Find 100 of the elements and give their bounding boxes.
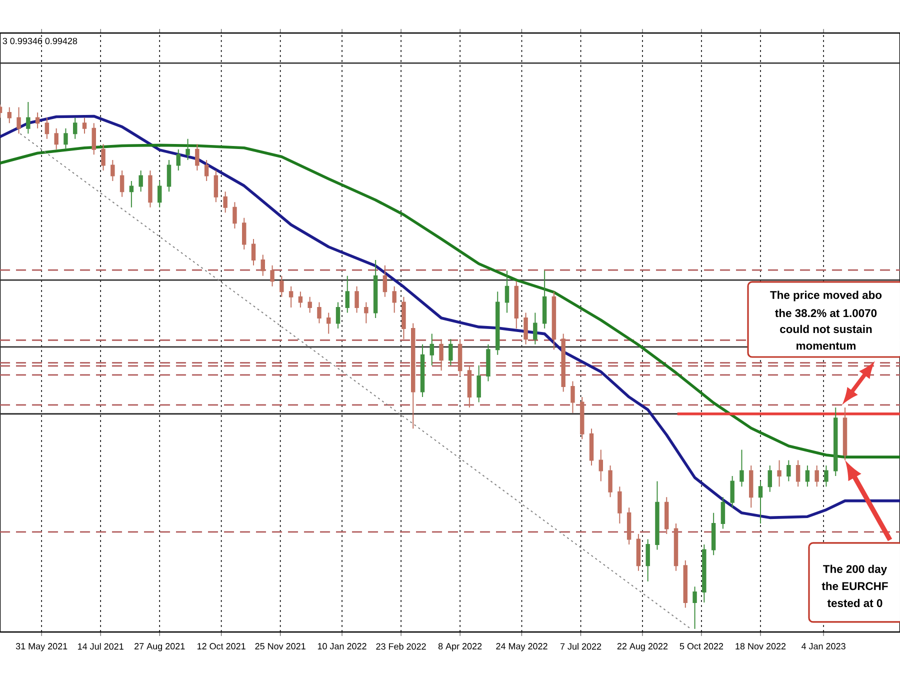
candlestick — [166, 159, 172, 192]
candlestick — [749, 465, 754, 508]
candlestick — [430, 333, 434, 366]
candlestick — [655, 480, 660, 550]
candlestick — [805, 465, 810, 488]
candlestick — [542, 270, 547, 330]
candlestick — [730, 476, 734, 508]
candlestick — [64, 128, 68, 150]
x-tick-label: 23 Feb 2022 — [376, 643, 426, 650]
candlestick — [411, 322, 416, 430]
candlestick — [186, 138, 190, 160]
candlestick — [54, 128, 58, 150]
candlestick — [570, 380, 575, 414]
x-tick-label: 10 Jan 2022 — [318, 643, 366, 650]
candlestick — [486, 344, 490, 382]
annotation: The price moved abo — [770, 290, 882, 302]
candlestick — [598, 449, 604, 482]
candlestick — [382, 264, 388, 298]
candlestick — [758, 480, 763, 524]
candlestick — [242, 217, 246, 250]
candlestick — [608, 465, 612, 498]
candlestick — [16, 106, 21, 134]
candlestick — [524, 312, 528, 345]
x-tick-label: 4 Jan 2023 — [801, 643, 846, 650]
x-tick-label: 24 May 2022 — [496, 643, 548, 652]
candlestick — [270, 264, 274, 287]
x-tick-label: 8 Apr 2022 — [438, 643, 482, 652]
candlestick — [448, 338, 453, 366]
candlestick — [129, 180, 134, 208]
candlestick — [420, 344, 425, 398]
candlestick — [740, 449, 744, 488]
candlestick — [176, 148, 181, 171]
candlestick — [251, 238, 256, 266]
x-tick-label: 12 Oct 2021 — [197, 643, 246, 650]
annotation: the 38.2% at 1.0070 — [775, 308, 877, 318]
candlestick — [711, 512, 716, 556]
candlestick — [842, 407, 848, 461]
candlestick — [345, 275, 350, 314]
candlestick — [720, 496, 726, 530]
candlestick — [204, 159, 209, 182]
x-tick-label: 18 Nov 2022 — [736, 643, 786, 650]
candlestick — [288, 286, 294, 308]
candlestick — [702, 544, 706, 603]
candlestick — [618, 486, 622, 524]
candlestick — [561, 333, 566, 392]
candlestick — [364, 302, 368, 324]
text: 3 0.99346 0.99428 — [2, 38, 78, 44]
annotation: tested at 0 — [827, 598, 882, 608]
x-tick-label: 31 May 2021 — [16, 643, 68, 652]
candlestick — [7, 106, 12, 124]
candlestick — [533, 312, 538, 345]
annotation: the EURCHF — [822, 582, 888, 590]
candlestick — [777, 460, 782, 488]
candlestick — [158, 180, 162, 208]
candlestick — [308, 296, 312, 314]
candlestick — [514, 280, 519, 330]
candlestick — [326, 312, 331, 334]
candlestick — [138, 170, 143, 192]
candlestick — [768, 465, 772, 492]
candlestick — [504, 270, 510, 314]
x-tick-label: 22 Aug 2022 — [617, 643, 668, 652]
candlestick — [44, 117, 50, 140]
candlestick — [646, 538, 650, 582]
annotation: could not sustain — [780, 324, 872, 334]
candlestick — [73, 117, 78, 140]
candlestick — [402, 296, 406, 340]
candlestick — [439, 338, 444, 372]
candlestick — [195, 144, 200, 171]
candlestick — [824, 465, 828, 488]
candlestick — [35, 112, 40, 129]
x-tick-label: 5 Oct 2022 — [680, 643, 724, 650]
candlestick — [214, 170, 218, 203]
candlestick — [336, 302, 340, 330]
candlestick — [26, 102, 30, 134]
candlestick — [280, 275, 284, 298]
candlestick — [392, 286, 396, 314]
candlestick — [101, 144, 106, 171]
candlestick — [796, 460, 800, 488]
candlestick — [476, 364, 481, 403]
annotation: momentum — [796, 342, 856, 350]
candlestick — [373, 260, 378, 318]
candlestick — [110, 159, 115, 182]
candlestick — [814, 465, 819, 488]
candlestick — [298, 291, 303, 308]
candlestick — [354, 286, 359, 314]
candlestick — [92, 122, 96, 156]
candlestick — [232, 202, 237, 229]
annotation: The 200 day — [823, 564, 887, 576]
candlestick — [148, 170, 152, 208]
candlestick — [786, 460, 791, 482]
x-tick-label: 25 Nov 2021 — [255, 643, 306, 650]
candlestick — [626, 507, 632, 546]
x-tick-label: 14 Jul 2021 — [78, 643, 124, 650]
candlestick — [223, 191, 228, 214]
candlestick — [120, 170, 124, 198]
candlestick — [692, 586, 697, 630]
x-tick-label: 27 Aug 2021 — [134, 643, 185, 652]
x-tick-label: 7 Jul 2022 — [560, 643, 602, 650]
candlestick — [82, 117, 87, 134]
candlestick — [467, 364, 472, 408]
